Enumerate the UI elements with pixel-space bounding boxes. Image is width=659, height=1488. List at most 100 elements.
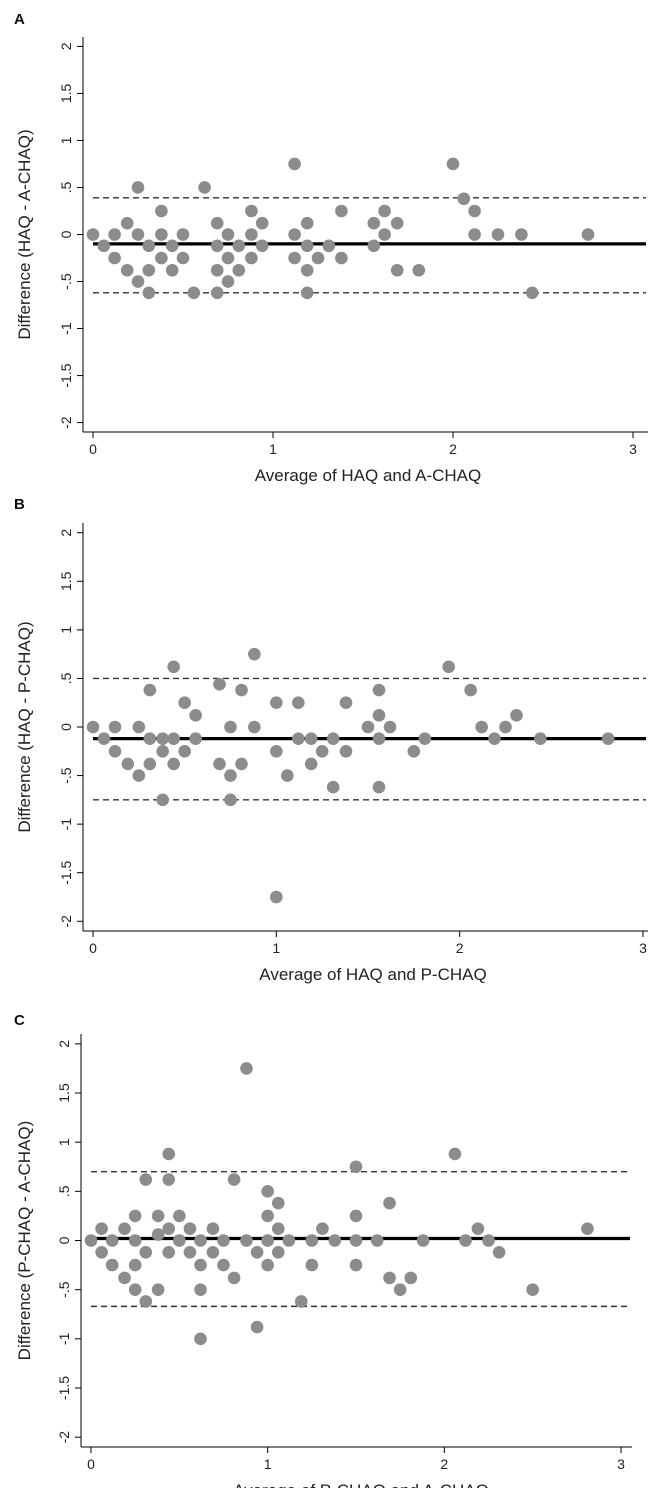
data-point	[349, 1258, 363, 1272]
data-point	[139, 1173, 153, 1186]
y-tick-label: .5	[56, 1185, 72, 1197]
y-tick-label: -2	[56, 1431, 72, 1444]
x-axis-title: Average of P-CHAQ and A-CHAQ	[233, 1481, 489, 1488]
data-point	[118, 1271, 131, 1285]
data-point	[167, 757, 180, 771]
y-tick-label: 1	[58, 136, 74, 144]
data-point	[240, 1062, 253, 1075]
data-point	[210, 216, 224, 230]
data-point	[108, 228, 121, 241]
data-point	[108, 251, 121, 265]
y-tick-label: -1	[56, 1332, 72, 1345]
data-point	[95, 1246, 108, 1259]
data-point	[245, 251, 258, 265]
data-point	[194, 1258, 207, 1272]
data-point	[339, 744, 353, 758]
data-point	[86, 720, 100, 734]
data-point	[84, 1234, 98, 1247]
data-point	[328, 1234, 342, 1247]
data-point	[155, 204, 168, 218]
data-point	[167, 660, 180, 674]
data-point	[304, 757, 318, 771]
data-point	[155, 251, 168, 265]
data-point	[270, 890, 283, 904]
y-tick-label: 1.5	[58, 83, 74, 103]
data-point	[143, 683, 157, 697]
data-point	[488, 732, 501, 745]
data-point	[311, 251, 325, 265]
data-point	[442, 660, 455, 674]
data-point	[128, 1258, 142, 1272]
data-point	[156, 732, 169, 745]
data-point	[162, 1222, 176, 1235]
data-point	[248, 720, 261, 734]
data-point	[468, 204, 481, 218]
data-point	[121, 757, 135, 771]
data-point	[108, 744, 122, 758]
data-point	[217, 1258, 230, 1272]
data-point	[475, 720, 488, 734]
data-point	[132, 769, 146, 782]
data-point	[361, 720, 375, 734]
x-tick-label: 2	[440, 1456, 448, 1472]
data-point	[227, 1271, 241, 1285]
data-point	[128, 1283, 142, 1296]
data-point	[165, 263, 179, 277]
data-point	[383, 1196, 396, 1210]
data-point	[142, 239, 156, 253]
data-point	[143, 732, 157, 745]
data-point	[232, 239, 246, 253]
data-point	[492, 1246, 506, 1259]
data-point	[372, 709, 386, 722]
data-point	[404, 1271, 418, 1285]
data-point	[128, 1209, 142, 1223]
data-point	[459, 1234, 472, 1247]
y-tick-label: -1.5	[58, 860, 74, 884]
data-point	[132, 720, 146, 734]
data-point	[255, 239, 269, 253]
data-point	[372, 732, 386, 745]
data-point	[221, 228, 235, 241]
data-point	[581, 228, 595, 241]
data-point	[499, 720, 512, 734]
data-point	[270, 744, 283, 758]
data-point	[128, 1234, 142, 1247]
data-point	[224, 769, 237, 782]
data-point	[270, 696, 283, 710]
data-point	[224, 793, 237, 807]
data-point	[156, 793, 169, 807]
y-tick-label: .5	[58, 672, 74, 684]
y-tick-label: -1.5	[58, 363, 74, 387]
y-tick-label: -2	[58, 416, 74, 429]
data-point	[187, 286, 201, 300]
data-point	[515, 228, 528, 241]
data-point	[151, 1283, 165, 1296]
data-point	[162, 1246, 176, 1259]
data-point	[261, 1258, 274, 1272]
data-point	[194, 1283, 207, 1296]
y-tick-label: 2	[58, 529, 74, 537]
data-point	[335, 204, 348, 218]
x-tick-label: 0	[89, 441, 97, 457]
data-point	[162, 1147, 176, 1161]
data-point	[378, 204, 391, 218]
data-point	[194, 1332, 207, 1346]
data-point	[155, 228, 168, 241]
data-point	[464, 683, 477, 697]
data-point	[217, 1234, 230, 1247]
data-point	[491, 228, 505, 241]
data-point	[525, 286, 539, 300]
data-point	[326, 780, 340, 794]
data-point	[173, 1234, 186, 1247]
data-point	[292, 732, 305, 745]
data-point	[143, 757, 157, 771]
data-point	[97, 239, 111, 253]
data-point	[288, 228, 301, 241]
data-point	[534, 732, 547, 745]
data-point	[250, 1320, 264, 1334]
data-point	[165, 239, 179, 253]
data-point	[235, 683, 248, 697]
y-tick-label: 1.5	[56, 1083, 72, 1103]
data-point	[131, 228, 145, 241]
